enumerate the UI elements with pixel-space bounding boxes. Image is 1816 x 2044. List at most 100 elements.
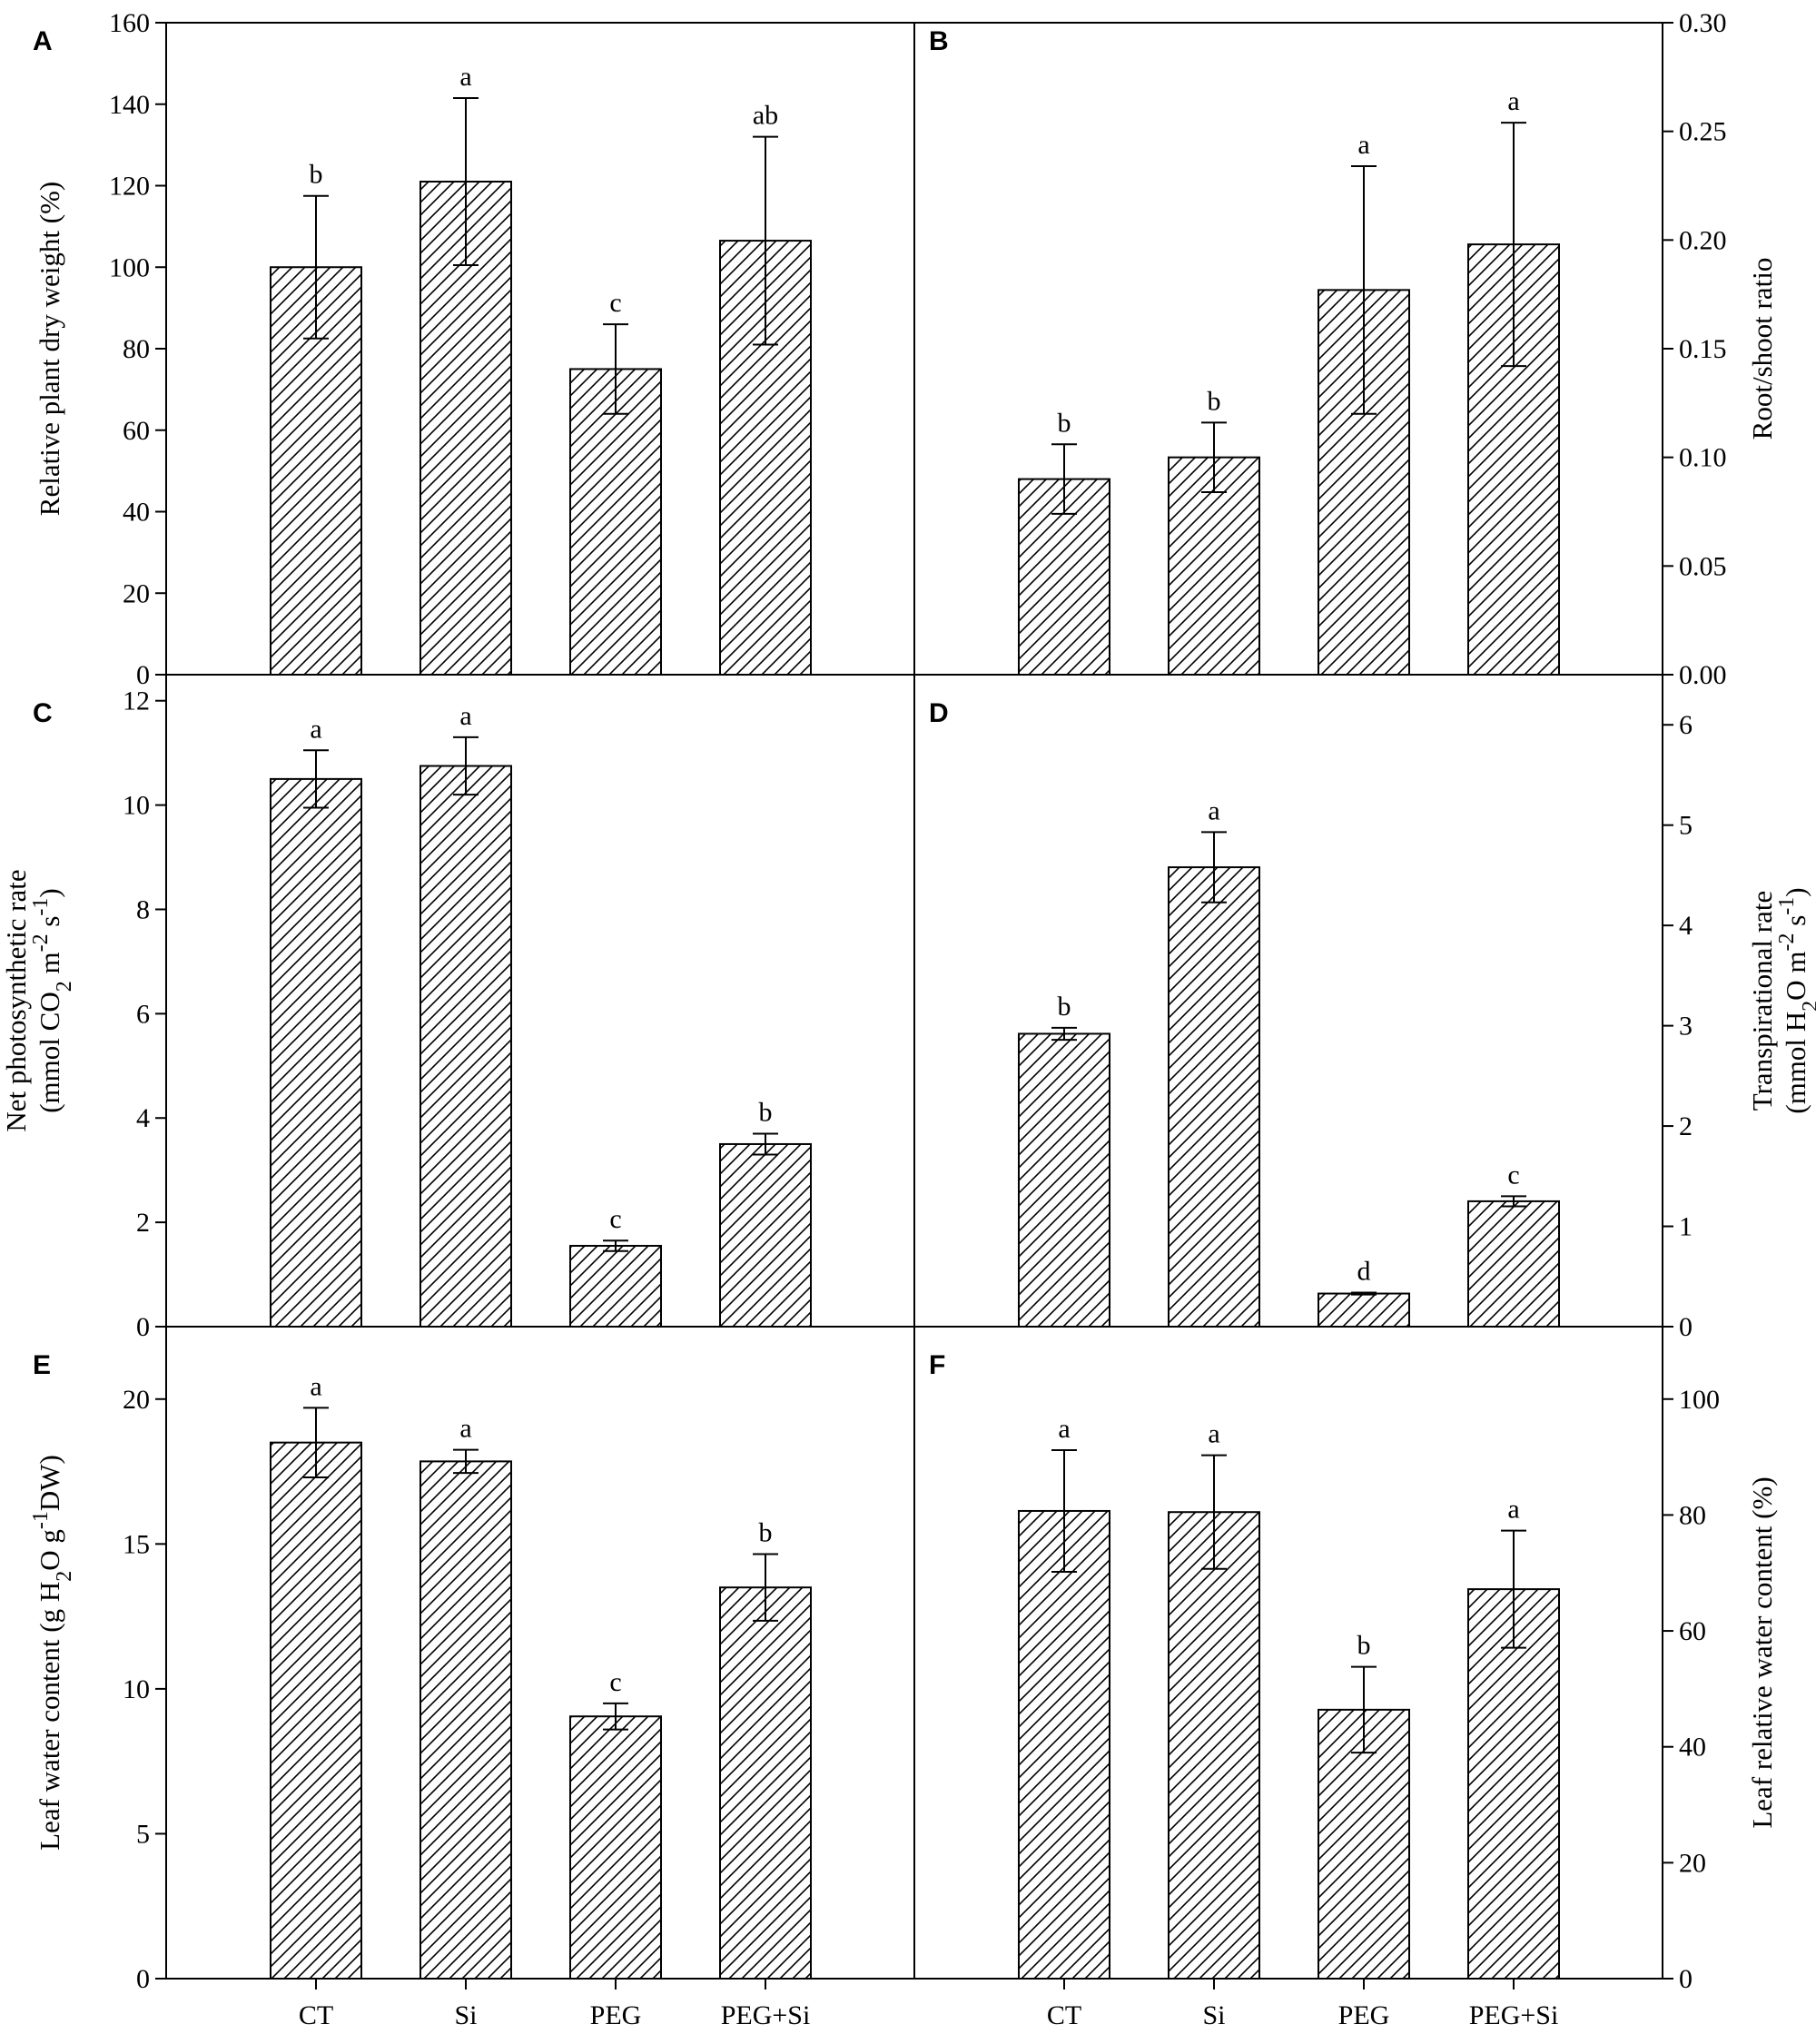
panel-f-ytick-label: 40 [1679,1733,1706,1763]
panel-b-ytick-label: 0.05 [1679,551,1727,581]
panel-f-bar-ct [1018,1509,1110,1980]
panel-a-bar-peg [569,368,662,676]
panel-a-ytick-label: 120 [109,172,150,202]
panel-f: F 0 20 40 60 80 100 Leaf relative water conten… [913,1326,1778,2030]
panel-c-bar-peg-si [719,1142,812,1328]
panel-d-ytick-label: 6 [1679,710,1693,740]
panel-e-ytick-label: 5 [136,1819,150,1849]
panel-a: A 0 20 40 60 80 100 120 140 160 Relative plant dr… [33,8,915,690]
panel-a-sig-label-peg-si: ab [753,101,778,131]
panel-d-plot: 0 1 2 3 4 5 6 Transpirational rate(mmol H2O m-2… [1018,710,1816,1342]
panel-c-plot: 0 2 4 6 8 10 12 Net photosynthetic rate(mmol CO… [0,686,812,1342]
panel-e-plot: 0 5 10 15 20 Leaf water content (g H2O g-1DW)… [29,1371,812,2030]
panel-b-sig-label-peg: a [1357,130,1369,160]
panel-e-xtick-label-peg-si: PEG+Si [721,2000,811,2030]
panel-d-letter: D [929,698,949,728]
panel-c-ytick-label: 2 [136,1208,150,1238]
panel-b-sig-label-si: b [1208,386,1221,416]
panel-d-ytick-label: 0 [1679,1312,1693,1342]
panel-c-ytick-label: 0 [136,1312,150,1342]
panel-e-ytick-label: 20 [123,1385,150,1415]
panel-e-ytick-label: 15 [123,1529,150,1559]
panel-f-xtick-label-peg-si: PEG+Si [1469,2000,1559,2030]
panel-d-sig-label-si: a [1208,795,1219,825]
panel-e-bar-ct [270,1441,362,1980]
panel-e-sig-label-peg-si: b [759,1518,773,1548]
panel-b-ytick-label: 0.25 [1679,117,1727,147]
panel-e-sig-label-ct: a [310,1371,321,1401]
panel-a-ylabel: Relative plant dry weight (%) [34,182,65,516]
panel-e: E 0 5 10 15 20 Leaf water content (g H2O g-1D… [29,1326,915,2030]
panel-f-frame [913,1326,1663,1980]
panel-f-ytick-label: 0 [1679,1964,1693,1994]
panel-b-ytick-label: 0.30 [1679,8,1727,38]
panel-d-ytick-label: 2 [1679,1111,1693,1141]
panel-d-ytick-label: 1 [1679,1212,1693,1242]
panel-a-ytick-label: 80 [123,334,150,364]
panel-c-ytick-label: 8 [136,894,150,924]
panel-f-ytick-label: 100 [1679,1385,1720,1415]
panel-f-sig-label-peg-si: a [1507,1495,1519,1525]
panel-c-ytick-label: 6 [136,999,150,1029]
panel-e-xtick-label-peg: PEG [590,2000,642,2030]
panel-b-ytick-label: 0.00 [1679,660,1727,690]
panel-f-ylabel: Leaf relative water content (%) [1746,1476,1778,1828]
panel-b-bar-si [1168,456,1260,676]
panel-f-bar-peg-si [1467,1588,1560,1980]
panel-d-ytick-label: 4 [1679,911,1693,941]
panel-a-ytick-label: 140 [109,90,150,120]
panel-c-sig-label-ct: a [310,714,321,744]
panel-f-bar-peg [1318,1708,1410,1980]
panel-b-sig-label-ct: b [1058,408,1071,438]
panel-f-sig-label-ct: a [1058,1414,1070,1444]
panel-a-ytick-label: 100 [109,252,150,282]
panel-c-ytick-label: 10 [123,791,150,821]
panel-d-bar-peg-si [1467,1200,1560,1328]
panel-f-xtick-label-si: Si [1202,2000,1225,2030]
panel-e-ylabel: Leaf water content (g H2O g-1DW) [29,1455,76,1851]
panel-f-sig-label-si: a [1208,1419,1219,1449]
panel-c-ylabel: (mmol CO2 m-2 s-1) [29,888,76,1113]
panel-e-ytick-label: 10 [123,1674,150,1704]
panel-a-ytick-label: 40 [123,498,150,528]
panel-a-letter: A [33,26,53,56]
panel-c-ytick-label: 4 [136,1103,150,1133]
panel-a-ytick-label: 60 [123,416,150,446]
panel-e-xtick-label-ct: CT [299,2000,333,2030]
panel-e-bar-peg [569,1715,662,1980]
panel-f-bar-si [1168,1511,1260,1980]
panel-b-ytick-label: 0.15 [1679,334,1727,364]
panel-b-ytick-label: 0.10 [1679,443,1727,473]
panel-a-sig-label-si: a [459,62,471,92]
panel-c-ytick-label: 12 [123,686,150,716]
panel-b-plot: 0.00 0.05 0.10 0.15 0.20 0.25 0.30 Root/shoot r… [1018,8,1778,690]
panel-d-bar-ct [1018,1032,1110,1328]
panel-c: C 0 2 4 6 8 10 12 Net photosynthetic rate(mmol … [0,674,915,1342]
panel-f-ytick-label: 20 [1679,1848,1706,1878]
panel-c-sig-label-peg: c [609,1204,621,1234]
panel-f-ytick-label: 80 [1679,1500,1706,1530]
panel-b-ytick-label: 0.20 [1679,225,1727,255]
panel-d-sig-label-ct: b [1058,992,1071,1022]
panel-c-sig-label-si: a [459,701,471,731]
panel-b-ylabel: Root/shoot ratio [1746,258,1778,440]
panel-e-bar-peg-si [719,1586,812,1980]
panel-e-xtick-label-si: Si [454,2000,477,2030]
panel-d-bar-si [1168,866,1260,1328]
panel-c-bar-peg [569,1244,662,1328]
panel-f-xtick-label-ct: CT [1047,2000,1081,2030]
panel-a-ytick-label: 0 [136,660,150,690]
panel-e-ytick-label: 0 [136,1964,150,1994]
panel-a-plot: 0 20 40 60 80 100 120 140 160 Relative plant dry … [34,8,812,690]
panel-c-bar-si [419,765,512,1328]
panel-e-sig-label-peg: c [609,1667,621,1697]
panel-c-bar-ct [270,777,362,1328]
panel-d-sig-label-peg: d [1357,1256,1371,1286]
panel-a-ytick-label: 20 [123,578,150,608]
panel-d-bar-peg [1318,1292,1410,1328]
panel-b-letter: B [929,26,949,56]
panel-f-xtick-label-peg: PEG [1338,2000,1390,2030]
panel-d: D 0 1 2 3 4 5 6 Transpirational rate(mmol H2O m… [913,674,1816,1342]
panel-c-ylabel: Net photosynthetic rate [0,869,32,1131]
